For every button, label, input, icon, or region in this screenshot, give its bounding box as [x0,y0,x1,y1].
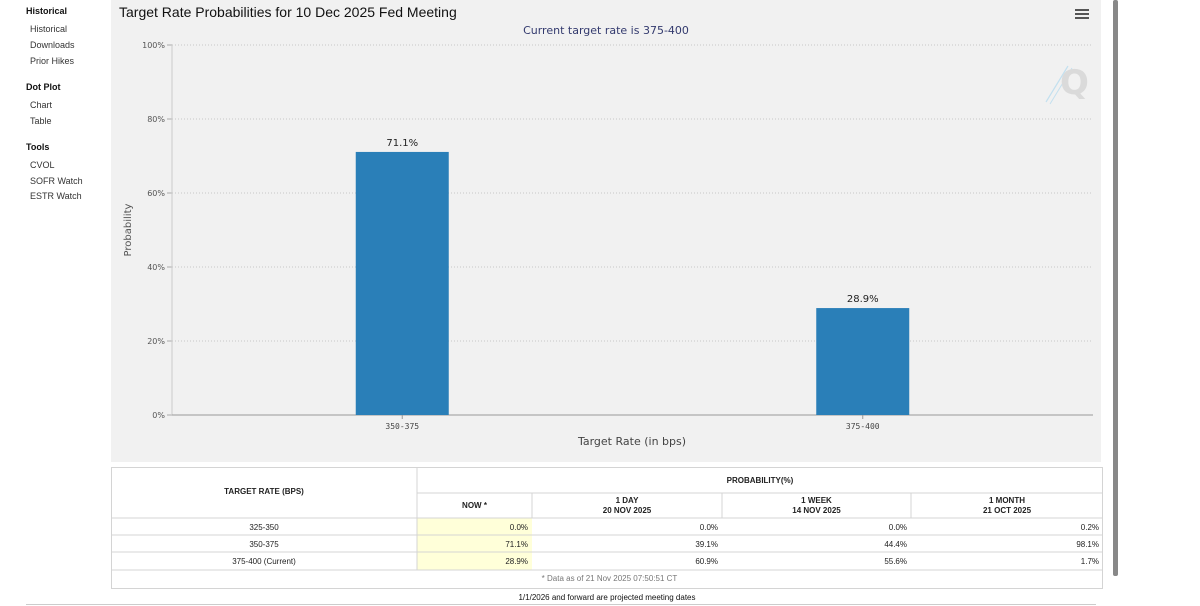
projected-dates-note: 1/1/2026 and forward are projected meeti… [518,593,696,602]
column-header-date: 14 NOV 2025 [792,506,841,515]
divider [26,604,1096,605]
probability-cell: 0.0% [510,523,528,532]
chart-title: Target Rate Probabilities for 10 Dec 202… [119,4,457,20]
sidebar: Historical Historical Downloads Prior Hi… [0,0,110,606]
x-tick-label: 350-375 [385,422,419,431]
bar-chart: Current target rate is 375-400 Probabili… [123,24,1093,448]
sidebar-item-downloads[interactable]: Downloads [30,40,75,50]
probability-cell: 71.1% [505,540,528,549]
chart-subtitle: Current target rate is 375-400 [523,24,689,37]
row-rate-label: 325-350 [249,523,279,532]
probability-cell: 60.9% [695,557,718,566]
probability-cell: 44.4% [884,540,907,549]
sidebar-item-sofr-watch[interactable]: SOFR Watch [30,176,83,186]
y-axis-label: Probability [123,203,134,256]
column-header-date: 20 NOV 2025 [603,506,652,515]
sidebar-item-cvol[interactable]: CVOL [30,160,55,170]
column-header: 1 MONTH [989,496,1025,505]
data-label: 71.1% [386,138,418,149]
sidebar-item-prior-hikes[interactable]: Prior Hikes [30,56,75,66]
y-tick-label: 20% [147,337,165,346]
probability-cell: 0.2% [1081,523,1099,532]
probability-cell: 28.9% [505,557,528,566]
table-frame [111,467,1103,589]
data-timestamp-note: * Data as of 21 Nov 2025 07:50:51 CT [542,574,678,583]
probability-cell: 0.0% [700,523,718,532]
probability-cell: 55.6% [884,557,907,566]
column-header: 1 DAY [616,496,639,505]
bar-375-400[interactable] [816,308,910,415]
now-column-highlight [417,518,532,570]
y-tick-label: 100% [142,41,165,50]
y-tick-label: 80% [147,115,165,124]
column-header: NOW * [462,501,488,510]
column-header: 1 WEEK [801,496,832,505]
x-axis-label: Target Rate (in bps) [577,435,686,448]
hamburger-menu-icon[interactable] [1075,7,1089,21]
probability-cell: 39.1% [695,540,718,549]
row-rate-label: 375-400 (Current) [232,557,296,566]
sidebar-group-historical: Historical [26,6,68,16]
data-label: 28.9% [847,294,879,305]
row-rate-label: 350-375 [249,540,279,549]
column-header-date: 21 OCT 2025 [983,506,1032,515]
probability-cell: 0.0% [889,523,907,532]
y-tick-label: 40% [147,263,165,272]
bar-350-375[interactable] [355,151,449,415]
rate-header: TARGET RATE (BPS) [224,487,304,496]
sidebar-item-table[interactable]: Table [30,116,52,126]
probability-header: PROBABILITY(%) [727,476,794,485]
y-tick-label: 0% [152,411,165,420]
sidebar-group-dot-plot: Dot Plot [26,82,61,92]
x-tick-label: 375-400 [846,422,880,431]
scrollbar[interactable] [1113,0,1118,576]
y-tick-label: 60% [147,189,165,198]
sidebar-group-tools: Tools [26,142,50,152]
sidebar-item-historical[interactable]: Historical [30,24,68,34]
sidebar-item-estr-watch[interactable]: ESTR Watch [30,191,82,201]
probability-table: TARGET RATE (BPS) PROBABILITY(%) NOW * 1 DA… [111,467,1103,589]
svg-text:Q: Q [1060,63,1089,103]
probability-cell: 98.1% [1076,540,1099,549]
sidebar-item-chart[interactable]: Chart [30,100,53,110]
quikstrike-logo-icon: Q [1045,63,1089,105]
chart-panel [111,0,1101,462]
probability-cell: 1.7% [1081,557,1099,566]
